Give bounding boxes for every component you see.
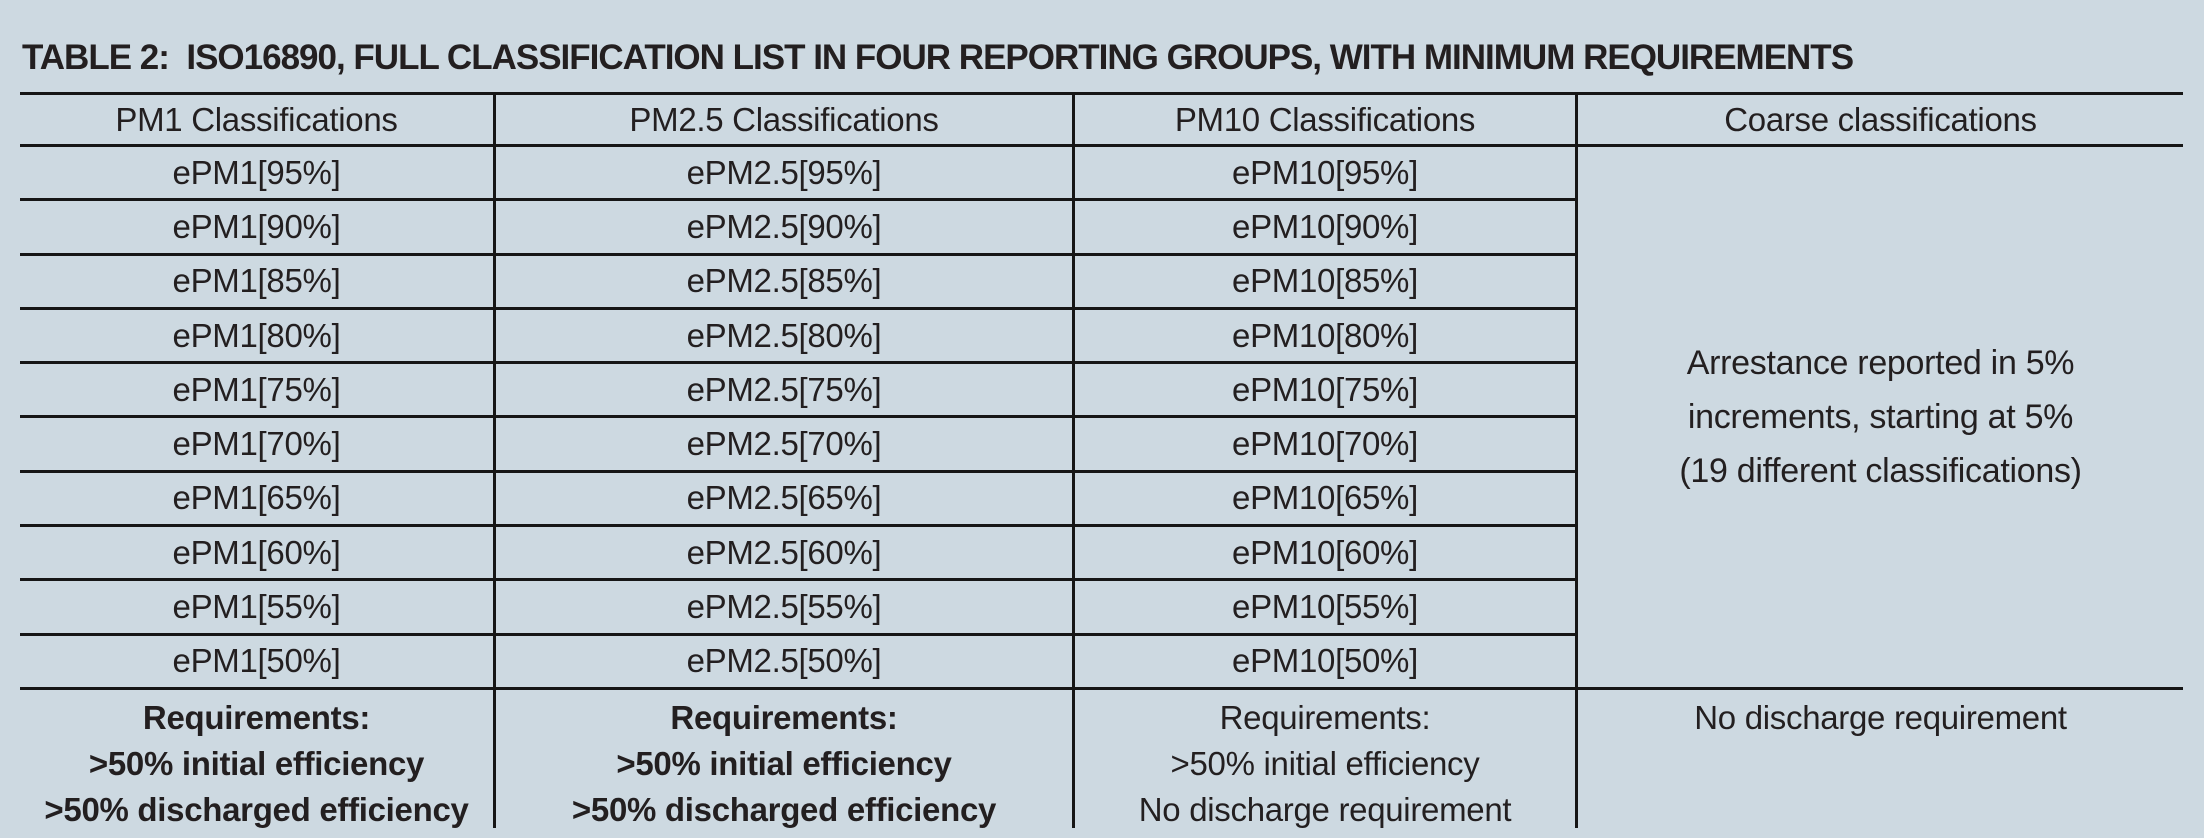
- pm10-class-50: ePM10[50%]: [1075, 635, 1578, 690]
- pm25-class-65: ePM2.5[65%]: [496, 472, 1075, 528]
- coarse-note-line-3: (19 different classifications): [1679, 451, 2082, 490]
- pm1-req-line-1: Requirements:: [142, 698, 371, 736]
- pm25-req-line-2: >50% initial efficiency: [616, 744, 952, 782]
- pm25-class-50: ePM2.5[50%]: [496, 635, 1075, 690]
- pm10-class-80: ePM10[80%]: [1075, 309, 1578, 365]
- pm10-req-line-2: >50% initial efficiency: [1170, 744, 1480, 782]
- pm1-class-70: ePM1[70%]: [20, 418, 496, 473]
- pm25-class-60: ePM2.5[60%]: [496, 527, 1075, 582]
- coarse-note-cell: Arrestance reported in 5% increments, st…: [1578, 147, 2183, 690]
- coarse-note-line-2: increments, starting at 5%: [1687, 397, 2074, 436]
- coarse-req-line-1: No discharge requirement: [1694, 698, 2067, 736]
- pm10-class-90: ePM10[90%]: [1075, 201, 1578, 256]
- coarse-note-line-1: Arrestance reported in 5%: [1686, 343, 2075, 382]
- pm25-requirements-cell: Requirements: >50% initial efficiency >5…: [496, 689, 1075, 828]
- header-pm1: PM1 Classifications: [20, 92, 496, 147]
- pm1-class-75: ePM1[75%]: [20, 364, 496, 419]
- pm10-class-95: ePM10[95%]: [1075, 147, 1578, 202]
- pm25-class-80: ePM2.5[80%]: [496, 309, 1075, 365]
- pm10-class-60: ePM10[60%]: [1075, 527, 1578, 582]
- header-coarse: Coarse classifications: [1578, 92, 2183, 147]
- pm1-class-95: ePM1[95%]: [20, 147, 496, 202]
- pm1-requirements-cell: Requirements: >50% initial efficiency >5…: [20, 689, 496, 828]
- pm10-class-70: ePM10[70%]: [1075, 418, 1578, 473]
- pm25-class-90: ePM2.5[90%]: [496, 201, 1075, 256]
- iso16890-classification-table: PM1 Classifications PM2.5 Classification…: [20, 92, 2183, 828]
- pm10-requirements-cell: Requirements: >50% initial efficiency No…: [1075, 689, 1578, 828]
- pm10-req-line-1: Requirements:: [1219, 698, 1431, 736]
- pm1-class-55: ePM1[55%]: [20, 581, 496, 636]
- pm25-req-line-3: >50% discharged efficiency: [571, 790, 997, 828]
- pm25-req-line-1: Requirements:: [670, 698, 898, 736]
- header-pm10: PM10 Classifications: [1075, 92, 1578, 147]
- pm1-req-line-2: >50% initial efficiency: [88, 744, 425, 782]
- pm1-class-50: ePM1[50%]: [20, 635, 496, 690]
- pm1-class-60: ePM1[60%]: [20, 527, 496, 582]
- pm25-class-55: ePM2.5[55%]: [496, 581, 1075, 636]
- pm1-class-85: ePM1[85%]: [20, 255, 496, 310]
- pm25-class-85: ePM2.5[85%]: [496, 255, 1075, 310]
- pm10-class-85: ePM10[85%]: [1075, 255, 1578, 310]
- pm10-class-65: ePM10[65%]: [1075, 472, 1578, 528]
- pm10-req-line-3: No discharge requirement: [1138, 790, 1512, 828]
- pm25-class-75: ePM2.5[75%]: [496, 364, 1075, 419]
- pm1-req-line-3: >50% discharged efficiency: [44, 790, 469, 828]
- pm25-class-70: ePM2.5[70%]: [496, 418, 1075, 473]
- table-title: TABLE 2: ISO16890, FULL CLASSIFICATION L…: [22, 38, 1854, 77]
- pm1-class-65: ePM1[65%]: [20, 472, 496, 528]
- pm10-class-55: ePM10[55%]: [1075, 581, 1578, 636]
- pm10-class-75: ePM10[75%]: [1075, 364, 1578, 419]
- pm1-class-80: ePM1[80%]: [20, 309, 496, 365]
- pm1-class-90: ePM1[90%]: [20, 201, 496, 256]
- header-pm25: PM2.5 Classifications: [496, 92, 1075, 147]
- coarse-requirements-cell: No discharge requirement: [1578, 690, 2183, 828]
- pm25-class-95: ePM2.5[95%]: [496, 147, 1075, 202]
